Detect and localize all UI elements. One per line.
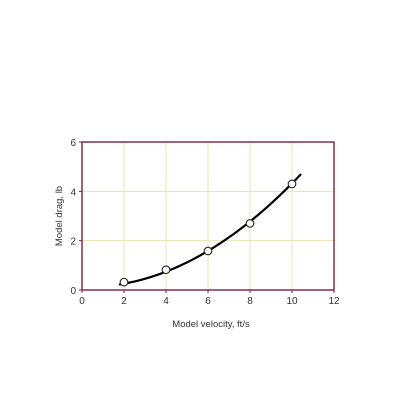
- grid-lines: [82, 142, 334, 290]
- data-point-4: [287, 179, 297, 189]
- y-tick-label-0: 0: [70, 286, 76, 297]
- y-tick-labels: 0 2 4 6: [70, 138, 82, 297]
- data-point-0: [119, 277, 129, 287]
- y-tick-label-2: 4: [70, 187, 76, 198]
- x-tick-label-6: 12: [328, 296, 340, 307]
- x-tick-labels: 0 2 4 6 8 10 12: [79, 290, 340, 307]
- y-axis-label: Model drag, lb: [54, 186, 65, 246]
- y-tick-label-1: 2: [70, 237, 76, 248]
- y-tick-label-3: 6: [70, 138, 76, 149]
- x-tick-label-5: 10: [286, 296, 298, 307]
- data-point-2: [203, 246, 213, 256]
- x-axis-label: Model velocity, ft/s: [172, 319, 250, 330]
- data-points: [119, 179, 297, 287]
- x-tick-label-2: 4: [163, 296, 169, 307]
- data-point-3: [245, 218, 255, 228]
- x-tick-label-4: 8: [247, 296, 253, 307]
- data-point-1: [161, 265, 171, 275]
- x-tick-label-3: 6: [205, 296, 211, 307]
- x-tick-label-0: 0: [79, 296, 85, 307]
- x-tick-label-1: 2: [121, 296, 127, 307]
